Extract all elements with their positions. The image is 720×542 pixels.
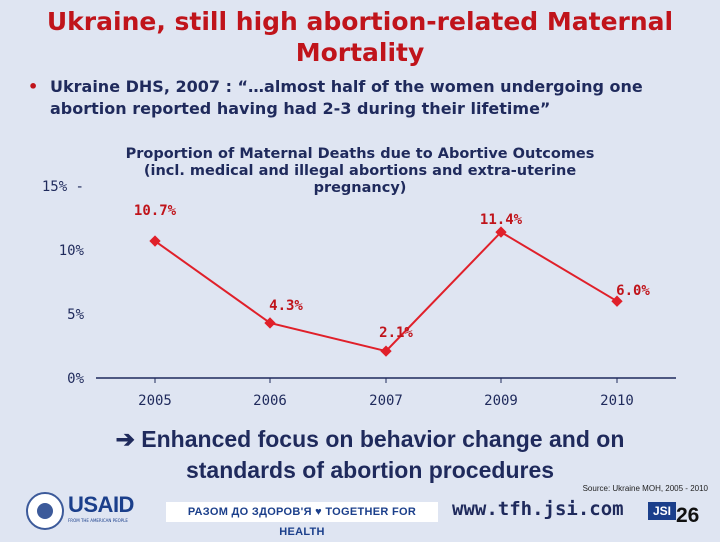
usaid-seal-icon [26, 492, 64, 530]
data-point [380, 345, 392, 357]
y-tick-label: 0% [67, 371, 84, 387]
footer-bar: USAID FROM THE AMERICAN PEOPLE РАЗОМ ДО … [0, 488, 720, 540]
data-point [495, 226, 507, 238]
arrow-right-icon: ➔ [115, 426, 135, 452]
data-label: 10.7% [134, 203, 177, 219]
page-number: 26 [676, 504, 700, 527]
line-chart: 15% - 10% 5% 0% 2005 2006 2007 2009 2010 10.7% 4.3… [42, 179, 676, 409]
y-tick-label: 15% - [42, 179, 84, 195]
data-label: 6.0% [616, 283, 650, 299]
data-point [611, 295, 623, 307]
x-tick-label: 2009 [484, 393, 518, 409]
conclusion-label: Enhanced focus on behavior change and on… [141, 426, 625, 483]
chart-title: Proportion of Maternal Deaths due to Abo… [125, 146, 595, 196]
y-tick-label: 5% [67, 307, 84, 323]
usaid-logo: USAID [68, 492, 134, 517]
bullet-dot-icon: • [28, 77, 39, 96]
data-label: 2.1% [379, 325, 413, 341]
x-tick-label: 2005 [138, 393, 172, 409]
data-point [149, 235, 161, 247]
slide-title: Ukraine, still high abortion-related Mat… [46, 7, 674, 67]
data-label: 11.4% [480, 212, 523, 228]
bullet-point: • Ukraine DHS, 2007 : “…almost half of t… [28, 76, 698, 120]
y-tick-label: 10% [59, 243, 85, 259]
together-for-health-logo: РАЗОМ ДО ЗДОРОВ'Я ♥ TOGETHER FOR HEALTH [166, 502, 438, 538]
usaid-tagline: FROM THE AMERICAN PEOPLE [68, 518, 128, 523]
x-tick-label: 2010 [600, 393, 634, 409]
bullet-text: Ukraine DHS, 2007 : “…almost half of the… [50, 77, 643, 118]
x-tick-label: 2007 [369, 393, 403, 409]
conclusion-text: ➔ Enhanced focus on behavior change and … [60, 424, 680, 486]
x-tick-label: 2006 [253, 393, 287, 409]
source-note: Source: Ukraine MOH, 2005 - 2010 [582, 484, 708, 493]
data-point [264, 317, 276, 329]
website-link[interactable]: www.tfh.jsi.com [452, 498, 624, 520]
data-label: 4.3% [269, 298, 303, 314]
jsi-logo: JSI [648, 502, 676, 520]
